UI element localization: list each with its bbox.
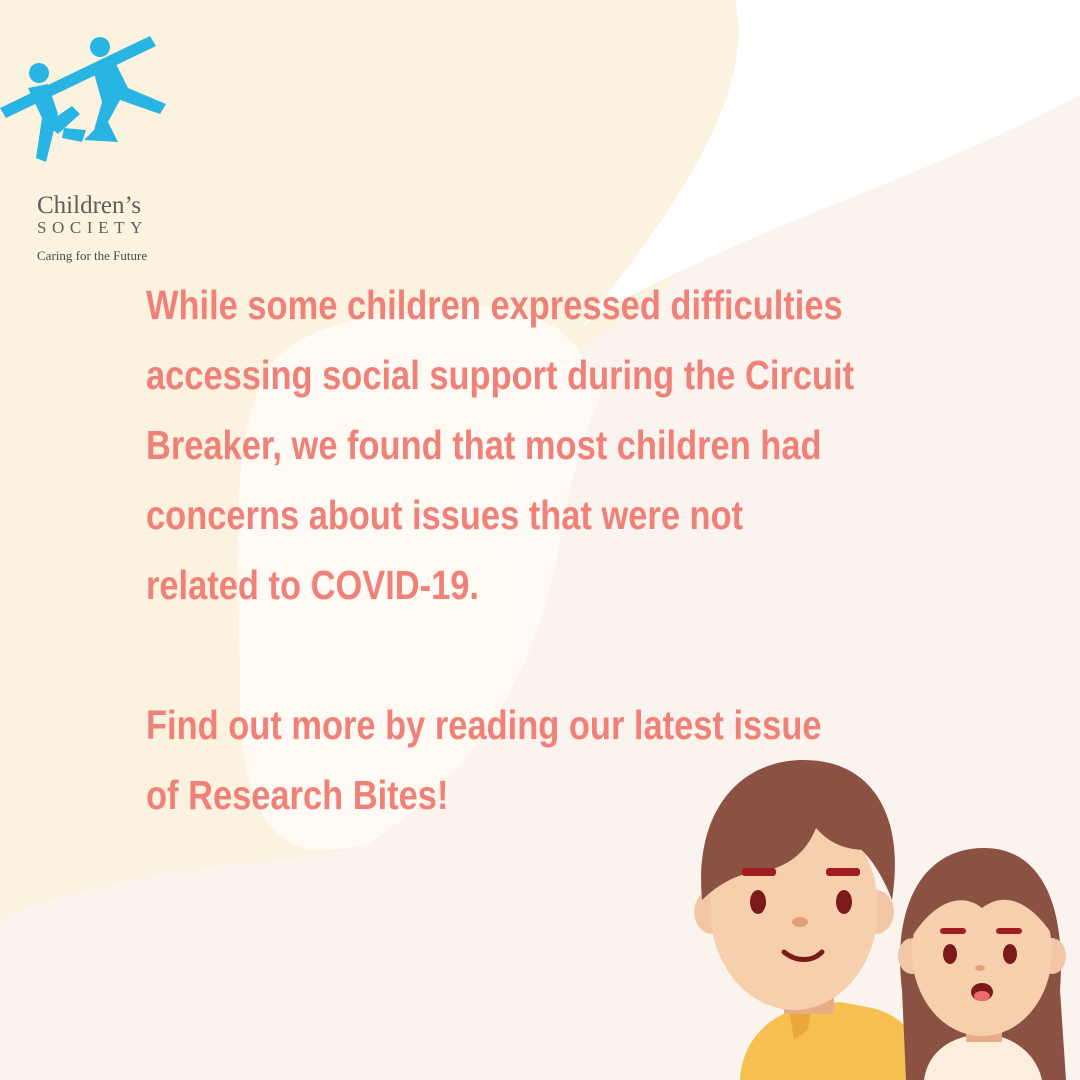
logo-subname: SOCIETY bbox=[37, 218, 148, 237]
childrens-society-logo: Children’s SOCIETY Caring for the Future bbox=[0, 30, 190, 263]
message-line: of Research Bites! bbox=[146, 772, 449, 818]
message-line: related to COVID-19. bbox=[146, 562, 480, 608]
message-line: accessing social support during the Circ… bbox=[146, 352, 855, 398]
logo-tagline: Caring for the Future bbox=[37, 248, 148, 263]
children-illustration bbox=[694, 759, 1066, 1080]
message-line: Find out more by reading our latest issu… bbox=[146, 702, 822, 748]
logo-name: Children’s bbox=[37, 192, 142, 219]
two-children-icon bbox=[0, 36, 166, 162]
message-line: While some children expressed difficulti… bbox=[146, 282, 843, 328]
message-block: While some children expressed difficulti… bbox=[146, 270, 946, 830]
message-paragraph-1: While some children expressed difficulti… bbox=[146, 270, 946, 620]
message-line: concerns about issues that were not bbox=[146, 492, 744, 538]
message-paragraph-2: Find out more by reading our latest issu… bbox=[146, 690, 946, 830]
message-line: Breaker, we found that most children had bbox=[146, 422, 822, 468]
